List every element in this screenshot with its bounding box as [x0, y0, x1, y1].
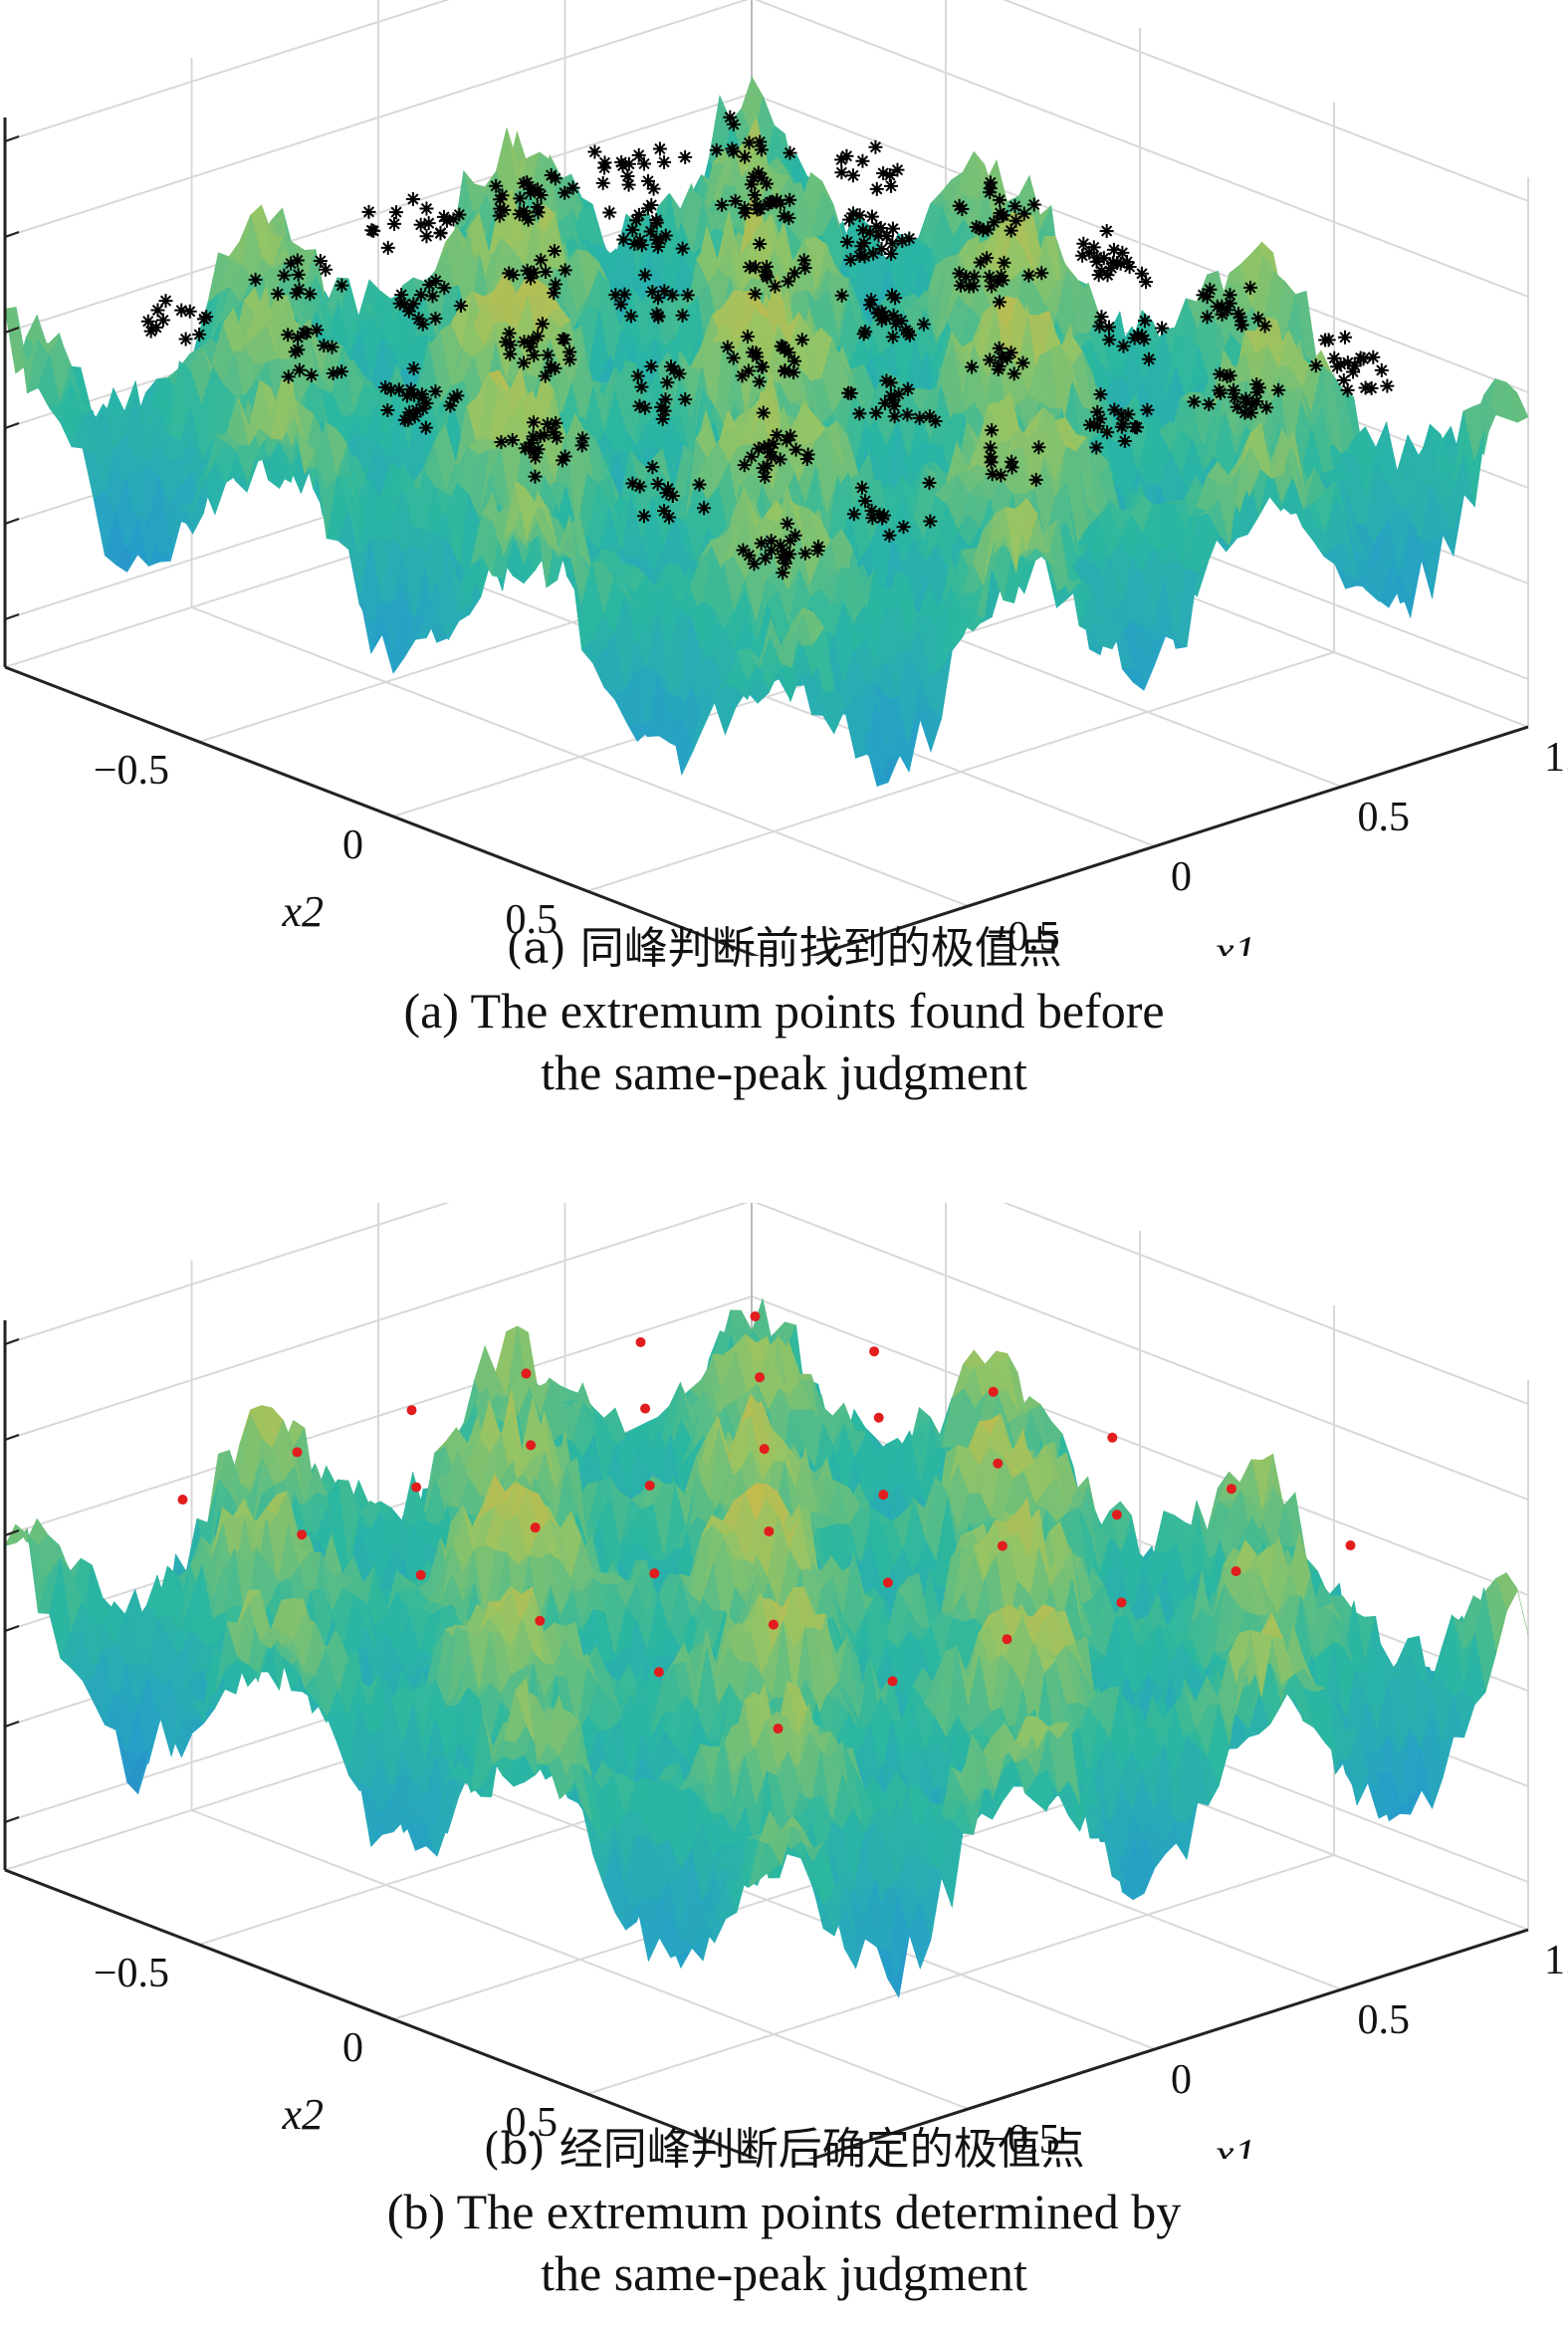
chart-panel-a: 6420−2−4−1.0−0.500.51.0−1.0−0.500.51.0f … — [0, 0, 1568, 1125]
grid-line — [377, 547, 1156, 847]
extremum-marker — [387, 216, 402, 231]
extremum-marker — [595, 175, 610, 190]
extremum-marker — [433, 225, 448, 240]
grid-line — [4, 0, 1529, 202]
grid-line — [586, 651, 1335, 892]
extremum-marker — [289, 286, 304, 301]
extremum-marker — [678, 149, 693, 164]
extremum-marker — [657, 154, 672, 169]
grid-line — [4, 0, 1529, 298]
extremum-marker — [530, 199, 545, 214]
extremum-marker — [492, 208, 507, 223]
extremum-marker — [421, 216, 436, 231]
extremum-marker — [364, 223, 379, 238]
extremum-marker — [587, 144, 602, 159]
extremum-marker — [452, 207, 467, 222]
extremum-marker — [640, 173, 655, 188]
extremum-marker — [419, 201, 434, 216]
extremum-marker — [621, 177, 636, 192]
extremum-marker — [380, 240, 395, 255]
grid-line — [191, 606, 969, 907]
extremum-marker — [709, 142, 724, 157]
extremum-marker — [614, 154, 629, 169]
extremum-marker — [652, 141, 667, 156]
extremum-marker — [405, 191, 420, 206]
extremum-marker — [489, 178, 504, 193]
extremum-marker — [361, 204, 376, 219]
surface-plot-a: 6420−2−4−1.0−0.500.51.0−1.0−0.500.51.0f … — [3, 0, 1568, 956]
extremum-marker — [436, 209, 451, 224]
extremum-marker — [495, 188, 510, 203]
extremum-marker — [389, 205, 404, 220]
